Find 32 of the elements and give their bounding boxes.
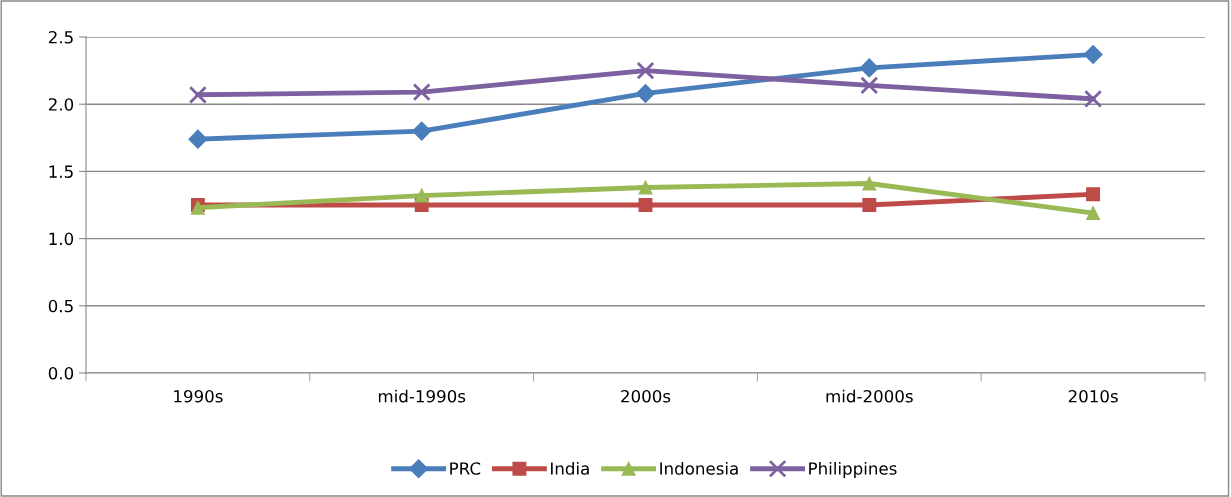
x-tick-label: 2000s	[621, 389, 671, 403]
point	[859, 58, 879, 78]
y-tick-label: 2.5	[48, 30, 73, 44]
y-tick-label: 1.5	[49, 165, 73, 178]
point	[412, 83, 431, 102]
point	[414, 188, 429, 203]
y-tick-label: 0.5	[48, 299, 73, 313]
point	[1086, 187, 1101, 202]
point	[188, 85, 207, 104]
x-tick-label: mid-1990s	[378, 389, 466, 403]
point	[862, 176, 877, 191]
point	[638, 180, 653, 195]
y-tick-label: 0.0	[48, 366, 74, 380]
legend-label: India	[551, 461, 589, 475]
point	[188, 129, 208, 149]
y-tick-label: 2.0	[48, 98, 74, 111]
point	[1086, 206, 1101, 221]
point	[1083, 44, 1103, 65]
point	[1084, 89, 1103, 108]
y-tick-label: 1.0	[49, 232, 74, 246]
point	[860, 76, 879, 95]
x-tick-label: 2010s	[1068, 389, 1118, 403]
point	[412, 121, 432, 141]
point	[636, 61, 655, 80]
legend-label: PRC	[450, 462, 481, 475]
x-tick-label: 1990s	[174, 389, 223, 403]
point	[635, 83, 656, 103]
point	[638, 198, 653, 212]
x-tick-label: mid-2000s	[826, 389, 913, 403]
legend-label: Philippines	[809, 461, 897, 479]
point	[862, 198, 877, 212]
legend-label: Indonesia	[660, 461, 738, 475]
